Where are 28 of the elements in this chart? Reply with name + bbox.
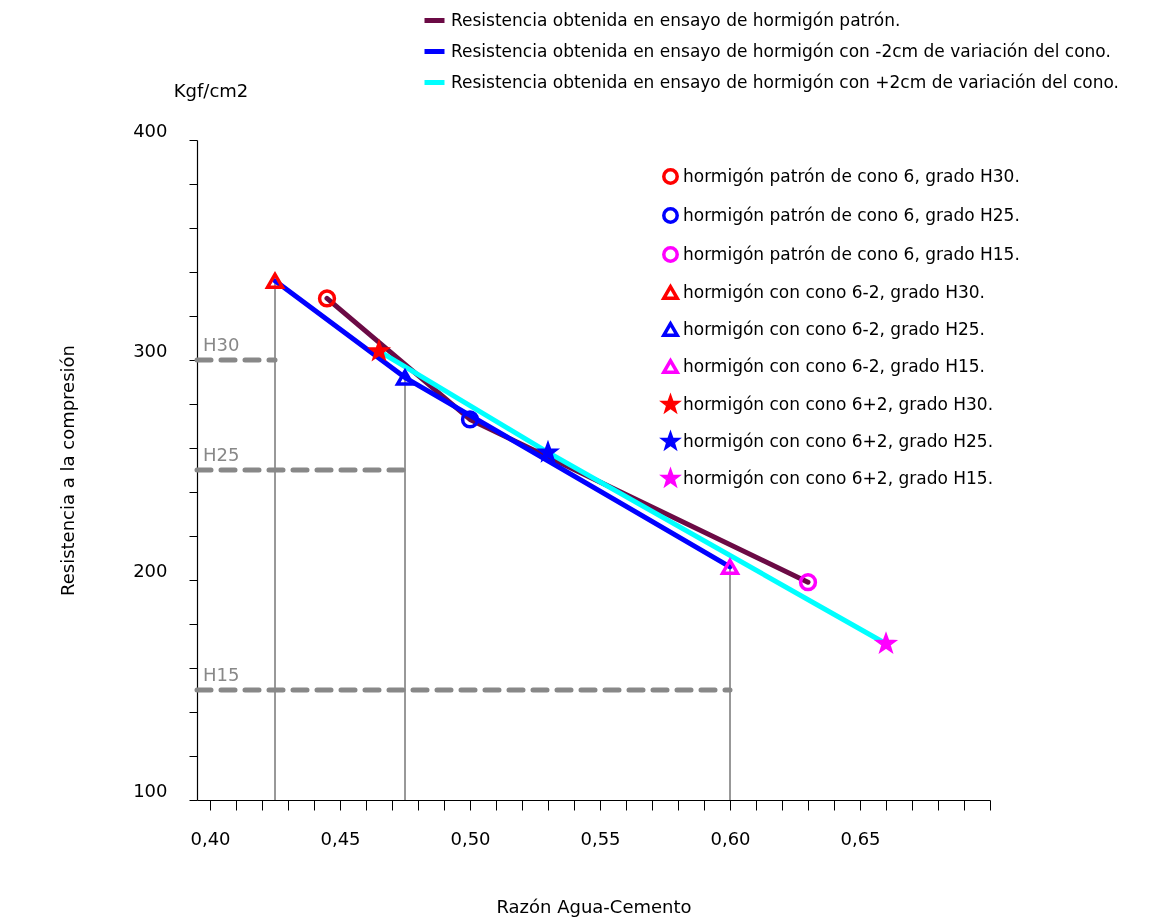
y-tick-label: 300 xyxy=(133,339,168,361)
legend-label: hormigón patrón de cono 6, grado H25. xyxy=(683,204,1020,225)
legend-label: hormigón con cono 6-2, grado H30. xyxy=(683,281,985,302)
y-tick-label: 200 xyxy=(133,559,168,581)
x-tick-label: 0,55 xyxy=(580,827,621,849)
x-tick-label: 0,45 xyxy=(320,827,361,849)
legend-label: Resistencia obtenida en ensayo de hormigón patrón. xyxy=(451,9,901,30)
y-axis-title: Resistencia a la compresión xyxy=(57,345,79,596)
y-tick-label: 400 xyxy=(133,119,168,141)
legend-label: hormigón con cono 6+2, grado H25. xyxy=(683,430,994,451)
x-tick-label: 0,60 xyxy=(710,827,751,849)
legend-label: Resistencia obtenida en ensayo de hormigón con +2cm de variación del cono. xyxy=(451,71,1119,92)
x-tick-label: 0,50 xyxy=(450,827,491,849)
legend-label: hormigón con cono 6-2, grado H25. xyxy=(683,318,985,339)
legend-label: hormigón con cono 6+2, grado H15. xyxy=(683,467,994,488)
legend-label: hormigón con cono 6-2, grado H15. xyxy=(683,355,985,376)
legend-label: hormigón patrón de cono 6, grado H30. xyxy=(683,165,1020,186)
y-tick-label: 100 xyxy=(133,779,168,801)
ref-line-label: H25 xyxy=(203,444,240,465)
ref-line-label: H15 xyxy=(203,664,240,685)
legend-label: hormigón con cono 6+2, grado H30. xyxy=(683,393,994,414)
x-axis-title: Razón Agua-Cemento xyxy=(496,895,692,917)
legend-label: Resistencia obtenida en ensayo de hormigón con -2cm de variación del cono. xyxy=(451,40,1111,61)
text: Kgf/cm2 xyxy=(173,80,249,101)
ref-line-label: H30 xyxy=(203,334,240,355)
x-tick-label: 0,40 xyxy=(190,827,231,849)
x-tick-label: 0,65 xyxy=(840,827,881,849)
legend-label: hormigón patrón de cono 6, grado H15. xyxy=(683,243,1020,264)
